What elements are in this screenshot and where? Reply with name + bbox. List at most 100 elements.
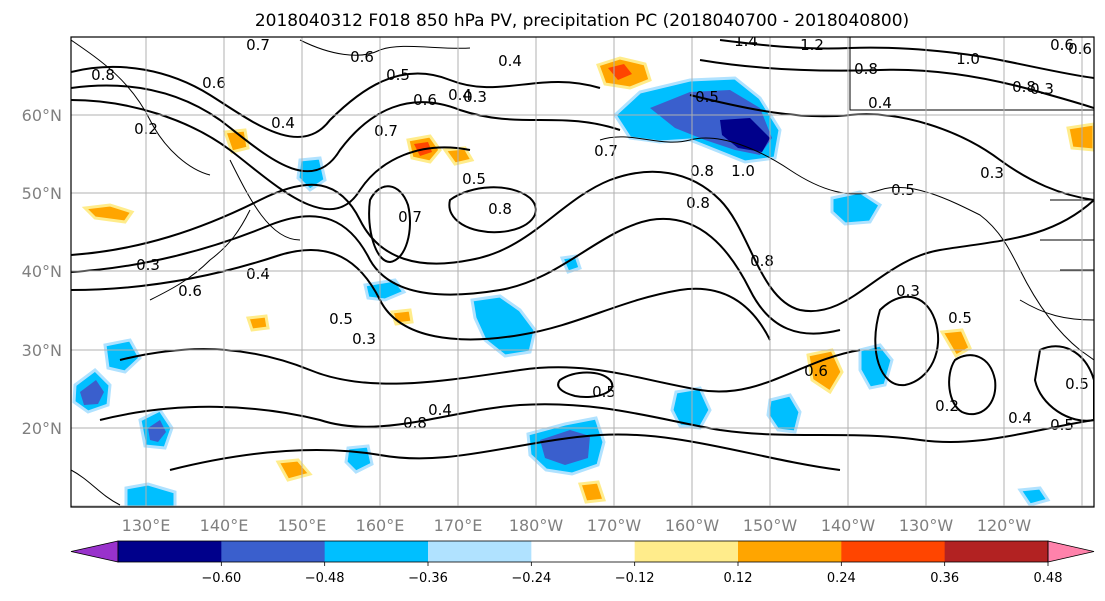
latitude-label: 30°N	[22, 341, 62, 360]
precip-positive-area	[389, 308, 414, 326]
graticule	[71, 37, 1094, 507]
contour-label: 0.2	[935, 397, 959, 415]
contour-label: 0.4	[271, 114, 295, 132]
colorbar-tick-label: −0.48	[305, 571, 345, 586]
precip-negative-area	[858, 343, 894, 390]
longitude-label: 180°W	[509, 516, 564, 535]
pv-contour	[557, 371, 614, 398]
contour-label: 0.5	[462, 170, 486, 188]
figure-title: 2018040312 F018 850 hPa PV, precipitatio…	[255, 11, 909, 31]
contour-label: 0.7	[374, 122, 398, 140]
colorbar-segment	[841, 541, 946, 562]
precip-negative-area	[148, 420, 166, 442]
contour-label: 0.8	[1012, 78, 1036, 96]
contour-label: 0.6	[178, 282, 202, 300]
pv-contour	[448, 186, 537, 234]
contour-label: 0.8	[690, 162, 714, 180]
contour-label: 0.5	[948, 309, 972, 327]
contour-label: 0.3	[980, 164, 1004, 182]
colorbar-tick-label: −0.60	[201, 571, 241, 586]
longitude-label: 150°W	[743, 516, 798, 535]
longitude-label: 170°E	[434, 516, 483, 535]
contour-label: 0.8	[91, 66, 115, 84]
pv-contour	[368, 185, 411, 264]
colorbar-tick-label: 0.24	[827, 571, 856, 586]
coastline	[149, 209, 251, 301]
contour-label: 0.6	[1050, 36, 1074, 54]
contour-label: 0.6	[804, 362, 828, 380]
pv-contour	[874, 295, 940, 387]
coastline	[229, 159, 301, 241]
contour-label: 0.3	[352, 330, 376, 348]
precip-positive-area	[222, 128, 250, 154]
colorbar-frame	[117, 540, 1049, 563]
map-panel: 0.70.60.8 0.50.60.41.4 1.20.81.00.60.80.2 0…	[22, 32, 1095, 535]
contour-label: 0.5	[329, 310, 353, 328]
contour-label: 0.3	[136, 256, 160, 274]
coastline	[849, 37, 1094, 111]
precip-negative-area	[1017, 486, 1051, 507]
contour-label: 1.0	[956, 50, 980, 68]
longitude-label: 130°E	[122, 516, 171, 535]
longitude-label: 160°E	[356, 516, 405, 535]
latitude-labels: 60°N 50°N 40°N 30°N 20°N	[22, 106, 62, 438]
longitude-label: 150°E	[278, 516, 327, 535]
contour-label: 0.4	[498, 52, 522, 70]
contour-label: 0.6	[1068, 40, 1092, 58]
colorbar-segment	[428, 541, 532, 562]
coastline	[71, 39, 211, 176]
colorbar-tick-label: 0.36	[930, 571, 959, 586]
contour-label: 0.5	[1050, 416, 1074, 434]
colorbar-segment	[634, 541, 739, 562]
colorbar-tick-label: 0.12	[724, 571, 753, 586]
colorbar-segment	[324, 541, 429, 562]
longitude-label: 160°W	[665, 516, 720, 535]
latitude-label: 60°N	[22, 106, 62, 125]
precip-negative-area	[830, 190, 883, 226]
contour-label: 0.5	[1065, 375, 1089, 393]
contour-label: 0.5	[891, 181, 915, 199]
contour-label: 0.5	[386, 66, 410, 84]
precip-negative-area	[559, 254, 582, 274]
precip-positive-area	[81, 203, 135, 224]
contour-label: 1.2	[800, 36, 824, 54]
precip-positive-area	[806, 348, 844, 395]
contour-label: 0.8	[750, 252, 774, 270]
colorbar-tick-label: −0.12	[615, 571, 655, 586]
contour-label: 0.8	[854, 60, 878, 78]
colorbar-tick-label: 0.48	[1034, 571, 1063, 586]
precip-negative-area	[124, 482, 177, 507]
pv-contour	[71, 170, 1094, 313]
pv-contour	[99, 403, 1094, 443]
pv-contour	[719, 39, 1094, 79]
contour-label: 1.4	[734, 32, 758, 50]
contour-label: 0.7	[398, 208, 422, 226]
contour-label: 0.6	[202, 74, 226, 92]
contour-label: 0.3	[1030, 80, 1054, 98]
longitude-label: 130°W	[899, 516, 954, 535]
pv-contour	[71, 215, 841, 335]
contour-label: 0.4	[428, 401, 452, 419]
coastline	[1019, 299, 1094, 321]
contour-label: 0.7	[246, 36, 270, 54]
precip-positive-area	[1066, 122, 1094, 152]
contour-label: 0.4	[868, 94, 892, 112]
precip-negative-area	[540, 430, 590, 465]
precip-positive-area	[577, 480, 607, 504]
pv-contour	[699, 59, 1094, 109]
longitude-label: 120°W	[977, 516, 1032, 535]
contour-label: 0.7	[594, 142, 618, 160]
pv-contour	[169, 433, 841, 471]
colorbar-segment	[221, 541, 326, 562]
pv-contour	[71, 65, 601, 138]
colorbar-extend-high	[1047, 540, 1095, 563]
contour-label: 0.8	[488, 200, 512, 218]
colorbar-extend-low	[70, 540, 119, 563]
longitude-label: 170°W	[587, 516, 642, 535]
longitude-labels: 130°E 140°E 150°E 160°E 170°E 180°W 170°W 160°W…	[122, 516, 1032, 535]
contour-label: 0.5	[695, 88, 719, 106]
precip-negative-area	[103, 338, 142, 374]
pv-contour	[71, 99, 471, 211]
coastline	[599, 136, 1021, 271]
